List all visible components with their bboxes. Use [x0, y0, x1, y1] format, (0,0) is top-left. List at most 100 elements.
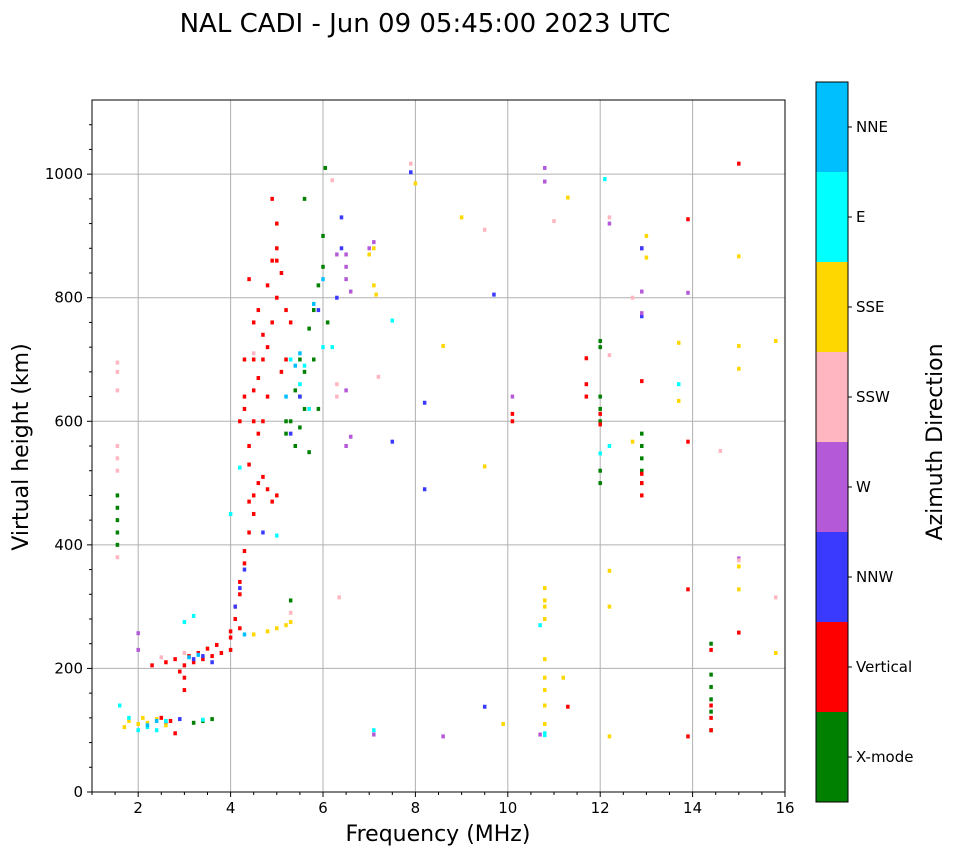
data-point-vertical: [279, 369, 284, 374]
data-point-x-mode: [640, 468, 644, 473]
data-point-x-mode: [288, 419, 293, 424]
data-point-vertical: [279, 271, 284, 275]
data-point-sse: [288, 620, 293, 625]
colorbar-label: Vertical: [856, 658, 912, 676]
data-point-vertical: [228, 635, 233, 640]
x-tick-label: 8: [411, 799, 421, 817]
data-point-sse: [543, 598, 547, 603]
colorbar-label: NNW: [856, 568, 893, 586]
data-point-vertical: [584, 394, 589, 399]
data-point-vertical: [288, 320, 293, 325]
data-point-nnw: [422, 487, 427, 492]
data-point-vertical: [242, 357, 247, 362]
x-tick-label: 12: [591, 799, 610, 817]
data-point-e: [390, 318, 395, 323]
data-point-e: [372, 728, 376, 733]
data-point-nne: [145, 723, 150, 728]
data-point-nnw: [298, 394, 302, 399]
data-point-x-mode: [115, 493, 120, 498]
axis-ticks: 2 4 6 8 10 12 14 16 0 200 400 600 800 1000: [45, 124, 795, 817]
data-point-vertical: [191, 660, 196, 665]
data-point-ssw: [376, 374, 381, 379]
data-point-ssw: [115, 388, 120, 393]
data-point-ssw: [159, 655, 164, 660]
data-point-vertical: [242, 549, 247, 554]
data-point-ssw: [607, 215, 612, 220]
data-point-vertical: [242, 561, 247, 566]
data-point-w: [136, 631, 140, 636]
data-point-sse: [543, 617, 547, 621]
data-point-sse: [737, 343, 741, 348]
data-point-nne: [196, 652, 201, 657]
colorbar-segment: [816, 712, 848, 802]
data-point-vertical: [270, 499, 274, 504]
data-point-nnw: [210, 660, 214, 665]
data-point-sse: [543, 675, 547, 680]
data-point-vertical: [686, 439, 690, 444]
data-point-ssw: [607, 353, 612, 358]
data-point-vertical: [275, 295, 279, 300]
data-point-e: [127, 715, 131, 720]
data-point-x-mode: [316, 406, 321, 411]
data-point-x-mode: [191, 720, 196, 725]
data-point-ssw: [409, 161, 413, 166]
data-point-x-mode: [321, 233, 325, 238]
data-point-vertical: [247, 499, 251, 504]
data-point-vertical: [270, 320, 274, 325]
colorbar-segment: [816, 442, 848, 532]
data-point-sse: [737, 587, 741, 592]
data-point-sse: [561, 675, 565, 680]
data-point-vertical: [238, 592, 242, 597]
data-point-nnw: [409, 170, 413, 175]
data-point-ssw: [115, 456, 120, 461]
data-point-vertical: [284, 308, 288, 313]
data-point-e: [228, 511, 233, 516]
data-point-vertical: [686, 217, 690, 222]
data-point-nnw: [390, 439, 395, 444]
y-tick-label: 200: [54, 659, 83, 677]
data-point-w: [344, 264, 348, 269]
data-point-sse: [543, 703, 547, 708]
data-point-sse: [543, 688, 547, 693]
data-point-x-mode: [321, 264, 325, 269]
data-point-sse: [676, 398, 681, 403]
data-point-ssw: [482, 227, 487, 232]
data-point-ssw: [552, 219, 556, 224]
data-point-nnw: [288, 431, 293, 436]
data-point-e: [182, 620, 187, 625]
data-point-w: [344, 444, 348, 448]
data-point-vertical: [640, 493, 644, 498]
data-point-vertical: [284, 357, 288, 362]
data-point-e: [191, 613, 196, 618]
data-point-x-mode: [598, 338, 602, 343]
data-point-ssw: [335, 382, 339, 387]
data-point-sse: [372, 246, 376, 251]
x-tick-label: 6: [318, 799, 328, 817]
data-point-x-mode: [115, 530, 120, 535]
x-tick-label: 4: [226, 799, 236, 817]
data-point-w: [344, 388, 348, 393]
data-point-vertical: [251, 388, 256, 393]
data-point-vertical: [737, 161, 741, 166]
data-point-ssw: [718, 448, 723, 453]
data-point-vertical: [173, 657, 177, 662]
plot-frame: [91, 99, 786, 793]
data-point-nnw: [261, 530, 265, 535]
data-point-x-mode: [284, 419, 288, 424]
data-point-vertical: [247, 277, 251, 282]
data-point-w: [367, 246, 371, 251]
data-point-ssw: [335, 394, 339, 399]
data-point-sse: [164, 723, 168, 728]
colorbar: X-mode Vertical NNW W SSW SSE E NNE: [815, 81, 913, 803]
data-point-vertical: [247, 462, 251, 467]
data-point-vertical: [270, 258, 274, 263]
data-point-ssw: [630, 295, 635, 300]
data-point-sse: [275, 626, 279, 631]
data-point-nne: [154, 718, 159, 723]
data-point-nnw: [201, 654, 205, 659]
data-point-x-mode: [323, 165, 328, 170]
data-point-sse: [122, 725, 127, 730]
data-point-w: [348, 289, 353, 294]
data-point-sse: [372, 283, 376, 288]
